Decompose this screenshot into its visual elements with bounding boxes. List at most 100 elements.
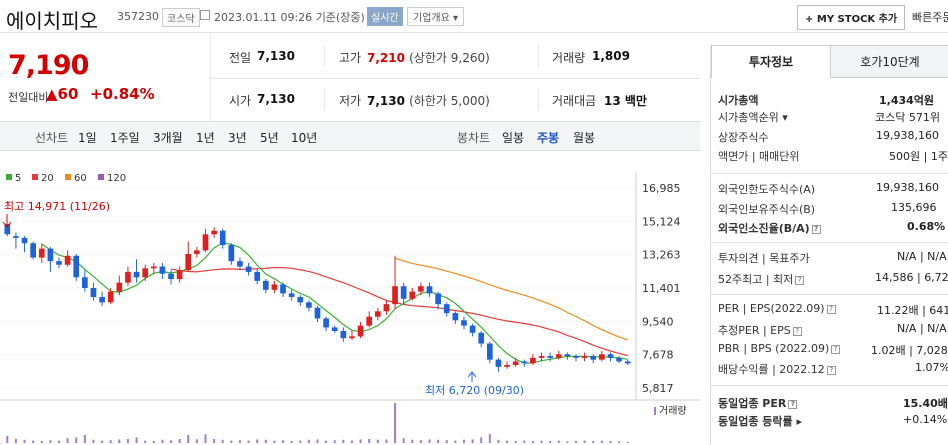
candle-body bbox=[443, 304, 450, 314]
volume-bar bbox=[428, 439, 431, 443]
candle-body bbox=[219, 230, 226, 246]
high-annotation: 최고 14,971 (11/26) bbox=[4, 200, 110, 213]
period-1d[interactable]: 1일 bbox=[78, 131, 97, 145]
candle-body bbox=[469, 325, 476, 333]
volume-bar bbox=[264, 439, 267, 443]
volume-bar bbox=[350, 440, 353, 443]
prev-close-value: 7,130 bbox=[257, 49, 295, 63]
par-value: 500원 | 1주 bbox=[889, 150, 948, 163]
volume-bar bbox=[40, 441, 43, 443]
volume-bar bbox=[170, 440, 173, 443]
prev-close-label: 전일 bbox=[229, 51, 252, 65]
candle-body bbox=[150, 266, 157, 269]
volume-bar bbox=[411, 439, 414, 443]
volume-bar bbox=[75, 437, 78, 443]
volume-bar bbox=[506, 440, 509, 443]
volume-bar bbox=[49, 440, 52, 443]
candle-daily[interactable]: 일봉 bbox=[502, 131, 525, 145]
high-label: 고가 bbox=[339, 51, 362, 65]
volume-bar bbox=[574, 441, 577, 443]
volume-bar bbox=[359, 439, 362, 443]
foreign-ratio-value: 0.68% bbox=[907, 220, 946, 233]
volume-bar bbox=[299, 440, 302, 443]
candle-body bbox=[133, 271, 140, 278]
volume-bar bbox=[6, 435, 9, 443]
company-info-dropdown[interactable]: 기업개요 ▾ bbox=[407, 7, 465, 26]
candle-body bbox=[486, 343, 493, 360]
my-stock-add-button[interactable]: + MY STOCK 추가 bbox=[797, 5, 906, 30]
candle-body bbox=[99, 296, 105, 303]
volume-bar bbox=[368, 439, 371, 443]
volume-bar bbox=[316, 439, 319, 443]
period-1y[interactable]: 1년 bbox=[196, 131, 215, 145]
open-value: 7,130 bbox=[257, 92, 295, 106]
candle-weekly[interactable]: 주봉 bbox=[537, 131, 560, 145]
period-3m[interactable]: 3개월 bbox=[153, 131, 183, 145]
candle-body bbox=[495, 359, 502, 367]
legend-label: 5 bbox=[15, 173, 21, 184]
volume-bar bbox=[282, 440, 285, 443]
market-badge: 코스닥 bbox=[162, 8, 200, 27]
shares-value: 19,938,160 bbox=[876, 129, 939, 142]
volume-bar bbox=[626, 441, 629, 443]
period-bar: 선차트 1일 1주일 3개월 1년 3년 5년 10년 봉차트 일봉 주봉 월봉 bbox=[0, 121, 700, 151]
opinion-value: N/A | N/A bbox=[897, 250, 947, 263]
ma20-line bbox=[170, 266, 628, 357]
low-value: 7,130 (하한가 5,000) bbox=[367, 94, 490, 108]
y-tick-label: 7,678 bbox=[642, 349, 674, 362]
help-icon[interactable]: ? bbox=[826, 365, 836, 375]
candle-body bbox=[245, 266, 252, 272]
help-icon[interactable]: ? bbox=[831, 344, 841, 354]
legend-swatch bbox=[98, 174, 104, 180]
candle-body bbox=[107, 291, 114, 303]
period-3y[interactable]: 3년 bbox=[228, 131, 247, 145]
volume-bar bbox=[437, 439, 440, 443]
volume-bar bbox=[187, 435, 190, 443]
help-icon[interactable]: ? bbox=[795, 275, 805, 285]
candle-body bbox=[512, 361, 519, 366]
foreign-hold-value: 135,696 bbox=[891, 201, 937, 214]
change-percent: +0.84% bbox=[90, 85, 155, 103]
current-price: 7,190 bbox=[8, 50, 89, 81]
shares-label: 상장주식수 bbox=[718, 131, 769, 144]
period-5y[interactable]: 5년 bbox=[260, 131, 279, 145]
candle-body bbox=[624, 361, 631, 364]
opinion-label: 투자의견 | 목표주가 bbox=[718, 252, 810, 265]
candle-body bbox=[211, 230, 217, 235]
period-1w[interactable]: 1주일 bbox=[110, 131, 140, 145]
candle-body bbox=[366, 316, 373, 326]
volume-bar bbox=[566, 441, 569, 443]
y-tick-label: 13,263 bbox=[642, 249, 681, 262]
volume-bar bbox=[549, 441, 552, 443]
candle-body bbox=[573, 356, 579, 358]
volume-bar bbox=[118, 439, 121, 443]
volume-bar bbox=[514, 441, 517, 443]
candle-monthly[interactable]: 월봉 bbox=[573, 131, 596, 145]
volume-bar bbox=[531, 441, 534, 443]
volume-bar bbox=[23, 439, 26, 443]
help-icon[interactable]: ? bbox=[792, 326, 802, 336]
candle-body bbox=[168, 273, 174, 280]
dividend-value: 1.07% bbox=[915, 361, 948, 374]
high-arrow bbox=[2, 214, 12, 228]
ma60-line bbox=[394, 257, 628, 341]
help-icon[interactable]: ? bbox=[826, 304, 836, 314]
par-label: 액면가 | 매매단위 bbox=[718, 150, 800, 163]
volume-bar bbox=[540, 440, 543, 443]
stock-header: 에이치피오 357230 코스닥 2023.01.11 09:26 기준(장중)… bbox=[0, 0, 948, 33]
candle-body bbox=[538, 356, 545, 358]
realtime-button[interactable]: 실시간 bbox=[367, 7, 403, 26]
high-value: 7,210 (상한가 9,260) bbox=[367, 51, 490, 65]
tab-orderbook[interactable]: 호가10단계 bbox=[831, 45, 948, 78]
candle-body bbox=[616, 357, 622, 362]
help-icon[interactable]: ? bbox=[788, 399, 798, 409]
volume-bar bbox=[557, 440, 560, 443]
industry-rate-label: 동일업종 등락률 ▸ bbox=[718, 415, 803, 428]
tab-invest-info[interactable]: 투자정보 bbox=[711, 45, 831, 78]
candle-body bbox=[47, 248, 54, 262]
period-10y[interactable]: 10년 bbox=[291, 131, 318, 145]
fast-order-link[interactable]: 빠른주문 bbox=[912, 11, 948, 24]
candle-body bbox=[254, 271, 261, 281]
ma5-line bbox=[41, 242, 628, 364]
help-icon[interactable]: ? bbox=[811, 224, 821, 234]
